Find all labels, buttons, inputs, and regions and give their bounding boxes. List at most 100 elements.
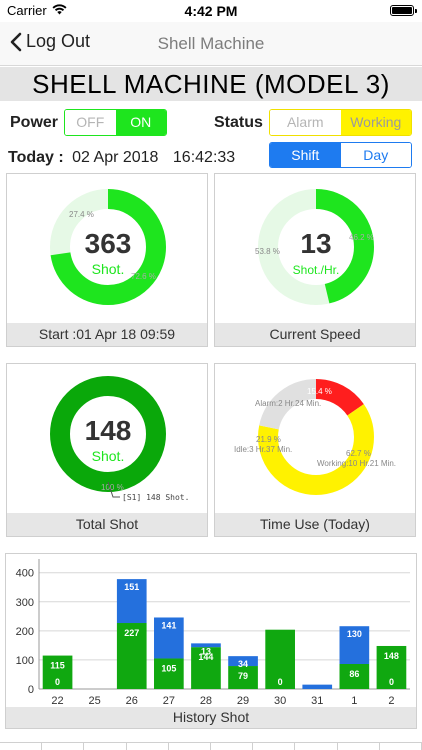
total-shot-callout-line <box>107 481 120 498</box>
bar-label-green: 86 <box>349 669 359 679</box>
bar-label-blue: 34 <box>238 659 248 669</box>
alarm-time-label: Alarm:2 Hr.24 Min. <box>255 399 321 408</box>
status-toggle[interactable]: Alarm Working <box>269 109 412 136</box>
x-tick-label: 28 <box>200 695 212 707</box>
clock: 4:42 PM <box>184 3 238 19</box>
bar-green-29 <box>228 666 258 689</box>
speed-card-footer: Current Speed <box>215 323 415 346</box>
bar-blue-29 <box>228 656 258 667</box>
x-tick-label: 31 <box>311 695 323 707</box>
bar-label-green: 105 <box>161 663 176 673</box>
total-shot-card: 148 Shot. 100 % [S1] 148 Shot. Total Sho… <box>6 363 208 537</box>
idle-pct: 21.9 % <box>256 435 281 444</box>
time-use-arc-working <box>258 379 374 495</box>
speed-pct-a: 53.8 % <box>255 247 280 256</box>
battery-icon <box>390 5 417 16</box>
x-tick-label: 25 <box>89 695 101 707</box>
bar-green-2 <box>376 645 407 689</box>
speed-card: 53.8 % 46.2 % 13 Shot./Hr. Current Speed <box>214 173 416 347</box>
status-working-option[interactable]: Working <box>340 110 411 135</box>
bar-blue-1 <box>339 626 370 664</box>
speed-donut-chart: 53.8 % 46.2 % 13 Shot./Hr. <box>255 189 374 305</box>
today-date: 02 Apr 2018 <box>72 149 159 166</box>
bar-green-30 <box>265 629 295 689</box>
bottom-tab-strip <box>0 742 422 750</box>
power-on-option[interactable]: ON <box>115 110 166 135</box>
power-off-option[interactable]: OFF <box>65 110 116 135</box>
time-use-arc-idle <box>258 379 374 495</box>
bar-label-blue: 141 <box>161 620 176 630</box>
speed-donut-arc <box>258 189 374 305</box>
bar-blue-27 <box>154 617 184 659</box>
y-tick-label: 400 <box>16 568 34 580</box>
bar-label-green: 227 <box>124 628 139 638</box>
today-row: Today : 02 Apr 2018 16:42:33 <box>8 149 235 167</box>
speed-value: 13 <box>300 228 331 259</box>
working-pct: 62.7 % <box>346 449 371 458</box>
shot-card-footer: Start :01 Apr 18 09:59 <box>7 323 207 346</box>
nav-title: Shell Machine <box>157 34 265 53</box>
bar-green-1 <box>339 664 370 689</box>
bar-label-green: 115 <box>50 661 65 671</box>
total-shot-unit: Shot. <box>92 448 125 464</box>
idle-time-label: Idle:3 Hr.37 Min. <box>234 445 292 454</box>
bar-green-26 <box>116 623 147 689</box>
x-tick-label: 27 <box>163 695 175 707</box>
bar-label-blue: 13 <box>201 646 211 656</box>
shot-count-value: 363 <box>85 228 132 259</box>
shot-count-card: 27.4 % 72.6 % 363 Shot. Start :01 Apr 18… <box>6 173 208 347</box>
bar-label-green: 79 <box>238 671 248 681</box>
y-tick-label: 300 <box>16 597 34 609</box>
power-label: Power <box>10 114 59 131</box>
status-bar: Carrier 4:42 PM <box>0 0 422 22</box>
bar-label-green: 144 <box>198 652 213 662</box>
bar-label-zero: 0 <box>278 677 283 687</box>
time-use-arcs <box>258 379 374 495</box>
bar-label-blue: 130 <box>347 629 362 639</box>
machine-title: SHELL MACHINE (MODEL 3) <box>0 67 422 101</box>
shot-pct-b: 72.6 % <box>131 272 156 281</box>
total-shot-card-footer: Total Shot <box>7 513 207 536</box>
today-label: Today : <box>8 149 64 166</box>
period-toggle[interactable]: Shift Day <box>269 142 412 168</box>
speed-pct-b: 46.2 % <box>349 233 374 242</box>
total-shot-donut-chart: 148 Shot. 100 % [S1] 148 Shot. <box>50 376 189 502</box>
total-shot-callout: [S1] 148 Shot. <box>122 493 189 502</box>
alarm-pct: 15.4 % <box>307 387 332 396</box>
x-tick-label: 29 <box>237 695 249 707</box>
x-tick-label: 2 <box>388 695 394 707</box>
chevron-left-icon <box>10 32 22 51</box>
status-label: Status <box>214 114 263 131</box>
y-tick-label: 200 <box>16 626 34 638</box>
logout-button[interactable]: Log Out <box>10 31 90 52</box>
total-shot-value: 148 <box>85 415 132 446</box>
shift-option[interactable]: Shift <box>270 143 341 167</box>
bar-green-22 <box>42 655 73 689</box>
total-shot-pct: 100 % <box>101 483 124 492</box>
bar-label-blue: 151 <box>124 582 139 592</box>
x-tick-label: 30 <box>274 695 286 707</box>
y-tick-label: 100 <box>16 655 34 667</box>
history-shot-card: 0 100 200 300 400 115 0 22 25 227 151 26 105 141 27 144… <box>5 553 417 729</box>
shot-donut-chart: 27.4 % 72.6 % 363 Shot. <box>50 189 166 305</box>
bar-label-zero: 0 <box>55 677 60 687</box>
y-tick-label: 0 <box>28 684 34 696</box>
bar-label-green: 148 <box>384 651 399 661</box>
speed-unit: Shot./Hr. <box>293 263 340 277</box>
status-alarm-option[interactable]: Alarm <box>270 110 341 135</box>
shot-pct-a: 27.4 % <box>69 210 94 219</box>
time-use-donut-chart: 15.4 % Alarm:2 Hr.24 Min. 21.9 % Idle:3 … <box>234 379 396 495</box>
day-option[interactable]: Day <box>340 143 411 167</box>
navigation-bar: Log Out Shell Machine <box>0 22 422 66</box>
x-tick-label: 22 <box>51 695 63 707</box>
x-tick-label: 26 <box>126 695 138 707</box>
bar-blue-28 <box>191 643 221 648</box>
bar-green-27 <box>154 658 184 689</box>
today-time: 16:42:33 <box>172 149 236 166</box>
power-toggle[interactable]: OFF ON <box>64 109 167 136</box>
working-time-label: Working:10 Hr.21 Min. <box>317 459 396 468</box>
carrier-label: Carrier <box>7 3 47 18</box>
bar-blue-26 <box>116 579 147 624</box>
logout-label: Log Out <box>26 31 91 51</box>
x-tick-label: 1 <box>351 695 357 707</box>
